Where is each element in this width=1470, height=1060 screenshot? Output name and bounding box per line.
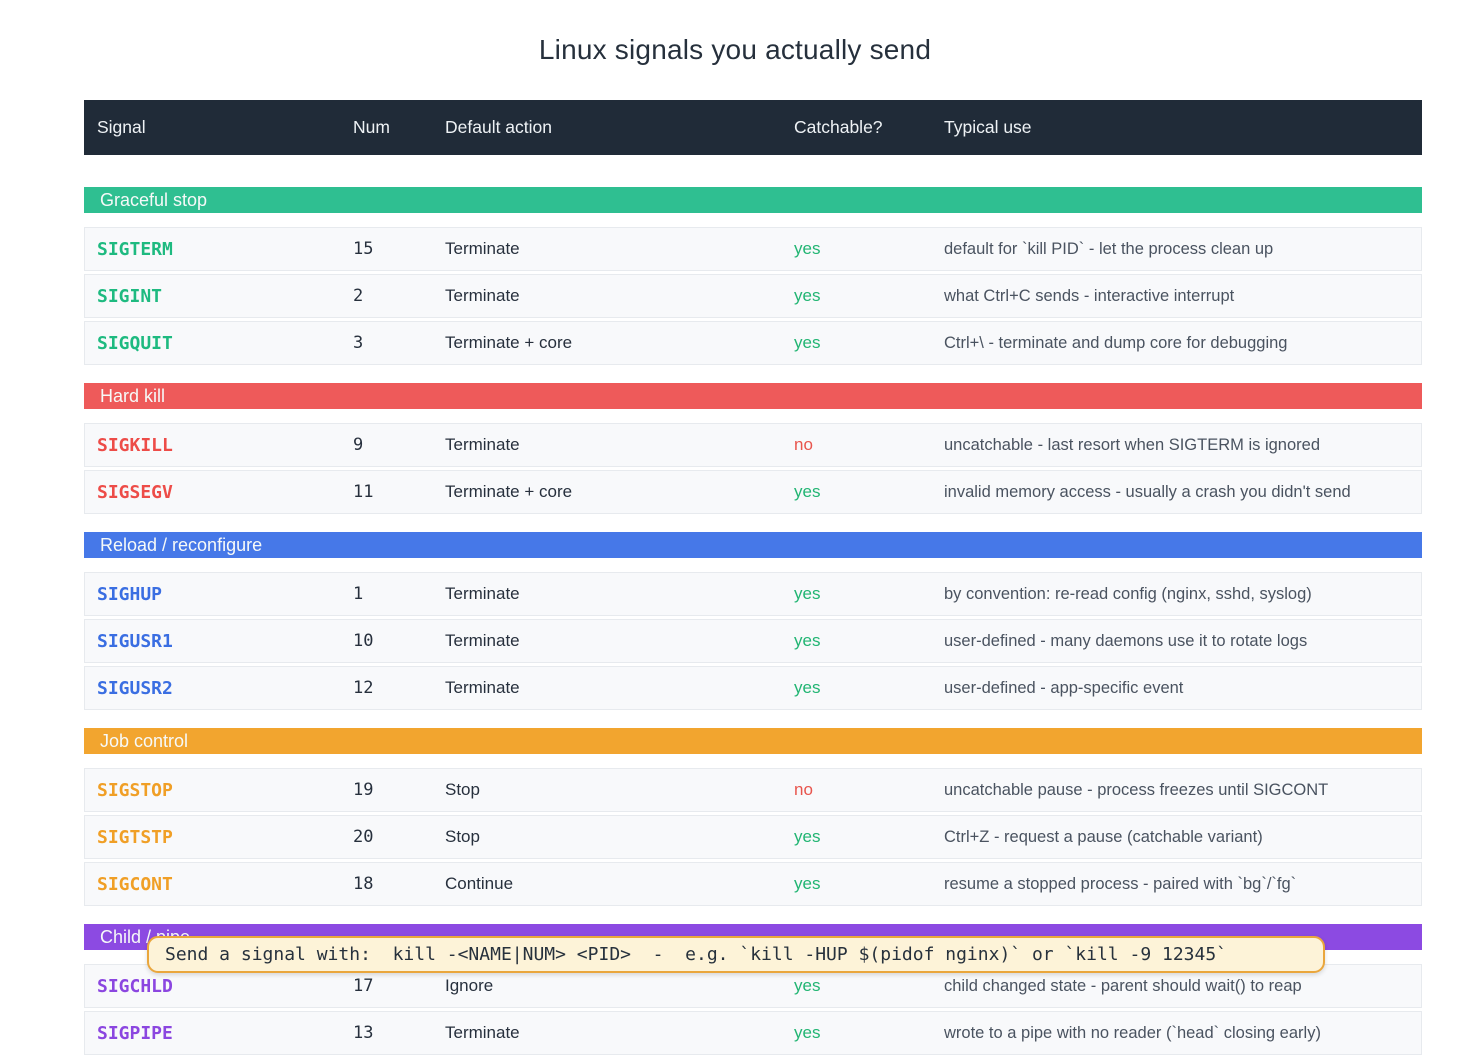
signal-name: SIGUSR1: [97, 630, 173, 652]
table-row: SIGCONT 18 Continue yes resume a stopped…: [84, 862, 1422, 906]
typical-use: user-defined - app-specific event: [944, 678, 1184, 697]
section-reload-reconfigure: Reload / reconfigure SIGHUP 1 Terminate …: [84, 532, 1422, 710]
catchable-value: yes: [794, 286, 821, 305]
signal-num: 12: [353, 678, 374, 698]
catchable-value: yes: [794, 976, 821, 995]
signal-num: 2: [353, 286, 364, 306]
signal-num: 9: [353, 435, 364, 455]
signal-name: SIGCONT: [97, 873, 173, 895]
section-hard-kill: Hard kill SIGKILL 9 Terminate no uncatch…: [84, 383, 1422, 514]
signal-name: SIGKILL: [97, 434, 173, 456]
catchable-value: yes: [794, 584, 821, 603]
section-child-pipe: Child / pipe Send a signal with: kill -<…: [84, 924, 1422, 1055]
signal-num: 10: [353, 631, 374, 651]
typical-use: resume a stopped process - paired with `…: [944, 874, 1297, 893]
default-action: Terminate: [445, 678, 520, 697]
default-action: Terminate + core: [445, 482, 573, 501]
default-action: Continue: [445, 874, 514, 893]
typical-use: Ctrl+Z - request a pause (catchable vari…: [944, 827, 1263, 846]
kill-command-tooltip: Send a signal with: kill -<NAME|NUM> <PI…: [147, 936, 1325, 973]
default-action: Terminate: [445, 631, 520, 650]
signal-name: SIGUSR2: [97, 677, 173, 699]
signal-num: 15: [353, 239, 374, 259]
signal-num: 19: [353, 780, 374, 800]
default-action: Stop: [445, 780, 480, 799]
default-action: Terminate: [445, 1023, 520, 1042]
signal-num: 17: [353, 976, 374, 996]
signal-name: SIGQUIT: [97, 332, 173, 354]
table-row: SIGUSR1 10 Terminate yes user-defined - …: [84, 619, 1422, 663]
column-header-catchable: Catchable?: [794, 117, 883, 137]
default-action: Terminate: [445, 286, 520, 305]
typical-use: child changed state - parent should wait…: [944, 976, 1302, 995]
table-row: SIGSTOP 19 Stop no uncatchable pause - p…: [84, 768, 1422, 812]
table-row: SIGHUP 1 Terminate yes by convention: re…: [84, 572, 1422, 616]
catchable-value: yes: [794, 827, 821, 846]
typical-use: what Ctrl+C sends - interactive interrup…: [944, 286, 1235, 305]
default-action: Stop: [445, 827, 480, 846]
signal-name: SIGTSTP: [97, 826, 173, 848]
signal-num: 1: [353, 584, 364, 604]
catchable-value: yes: [794, 482, 821, 501]
section-job-control: Job control SIGSTOP 19 Stop no uncatchab…: [84, 728, 1422, 906]
typical-use: wrote to a pipe with no reader (`head` c…: [944, 1023, 1321, 1042]
typical-use: by convention: re-read config (nginx, ss…: [944, 584, 1312, 603]
table-row: SIGUSR2 12 Terminate yes user-defined - …: [84, 666, 1422, 710]
table-row: SIGKILL 9 Terminate no uncatchable - las…: [84, 423, 1422, 467]
typical-use: default for `kill PID` - let the process…: [944, 239, 1274, 258]
signal-name: SIGCHLD: [97, 975, 173, 997]
column-header-num: Num: [353, 117, 390, 137]
table-row: SIGSEGV 11 Terminate + core yes invalid …: [84, 470, 1422, 514]
column-header-signal: Signal: [97, 117, 146, 137]
catchable-value: yes: [794, 631, 821, 650]
signal-num: 18: [353, 874, 374, 894]
table-header-row: Signal Num Default action Catchable? Typ…: [84, 100, 1422, 155]
column-header-action: Default action: [445, 117, 553, 137]
signal-name: SIGSEGV: [97, 481, 173, 503]
catchable-value: no: [794, 780, 813, 799]
signal-num: 13: [353, 1023, 374, 1043]
default-action: Terminate + core: [445, 333, 573, 352]
signal-num: 20: [353, 827, 374, 847]
table-row: SIGQUIT 3 Terminate + core yes Ctrl+\ - …: [84, 321, 1422, 365]
signal-num: 11: [353, 482, 374, 502]
table-row: SIGTSTP 20 Stop yes Ctrl+Z - request a p…: [84, 815, 1422, 859]
section-graceful-stop: Graceful stop SIGTERM 15 Terminate yes d…: [84, 187, 1422, 365]
section-header-hard-kill: Hard kill: [84, 383, 1422, 409]
signals-table: Signal Num Default action Catchable? Typ…: [84, 100, 1422, 1055]
catchable-value: no: [794, 435, 813, 454]
section-header-job-control: Job control: [84, 728, 1422, 754]
typical-use: uncatchable pause - process freezes unti…: [944, 780, 1329, 799]
signal-num: 3: [353, 333, 364, 353]
default-action: Ignore: [445, 976, 494, 995]
section-header-graceful-stop: Graceful stop: [84, 187, 1422, 213]
typical-use: Ctrl+\ - terminate and dump core for deb…: [944, 333, 1288, 352]
default-action: Terminate: [445, 435, 520, 454]
page-title: Linux signals you actually send: [538, 34, 932, 65]
typical-use: invalid memory access - usually a crash …: [944, 482, 1351, 501]
catchable-value: yes: [794, 678, 821, 697]
signal-name: SIGTERM: [97, 238, 173, 260]
signal-name: SIGINT: [97, 285, 163, 307]
default-action: Terminate: [445, 584, 520, 603]
signal-name: SIGPIPE: [97, 1022, 173, 1044]
table-row: SIGTERM 15 Terminate yes default for `ki…: [84, 227, 1422, 271]
catchable-value: yes: [794, 239, 821, 258]
table-row: SIGINT 2 Terminate yes what Ctrl+C sends…: [84, 274, 1422, 318]
catchable-value: yes: [794, 874, 821, 893]
catchable-value: yes: [794, 333, 821, 352]
section-header-reload-reconfigure: Reload / reconfigure: [84, 532, 1422, 558]
typical-use: uncatchable - last resort when SIGTERM i…: [944, 435, 1320, 454]
catchable-value: yes: [794, 1023, 821, 1042]
table-row: SIGPIPE 13 Terminate yes wrote to a pipe…: [84, 1011, 1422, 1055]
typical-use: user-defined - many daemons use it to ro…: [944, 631, 1308, 650]
signal-name: SIGSTOP: [97, 779, 173, 801]
default-action: Terminate: [445, 239, 520, 258]
column-header-use: Typical use: [944, 117, 1032, 137]
signal-name: SIGHUP: [97, 583, 163, 605]
